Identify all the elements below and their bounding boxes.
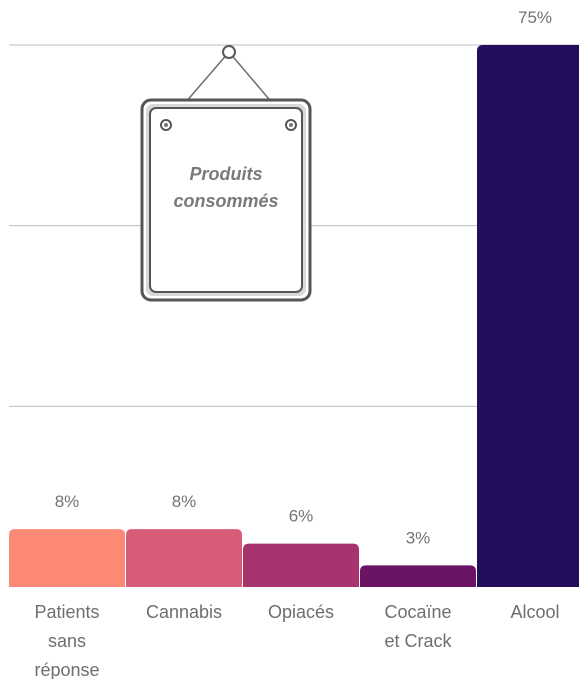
title-sign: Produits consommés [140,45,312,302]
bar-value-label: 8% [172,492,197,511]
category-label: Alcool [510,602,559,622]
category-label-line: Patients [34,602,99,622]
category-label: Cocaïne et Crack [384,602,452,651]
bar-value-label: 75% [518,8,552,27]
category-label-line: sans [48,631,86,651]
bars [9,45,579,587]
chart-title: Produits consommés [173,164,278,211]
sign-board-inner [149,107,303,293]
bar [9,529,125,587]
category-label-line: Cannabis [146,602,222,622]
bar [477,45,579,587]
category-label-line: Alcool [510,602,559,622]
bar [243,543,359,587]
bar-value-label: 3% [406,528,431,547]
chart-title-line: Produits [189,164,262,184]
sign-screw-right-center [289,123,293,127]
category-labels: Patients sans réponse Cannabis Opiacés Cocaïn… [34,602,559,679]
category-label: Cannabis [146,602,222,622]
bar-value-label: 8% [55,492,80,511]
category-label: Opiacés [268,602,334,622]
sign-nail [222,45,236,59]
sign-screw-left-center [164,123,168,127]
category-label-line: et Crack [384,631,452,651]
bar [126,529,242,587]
category-label: Patients sans réponse [34,602,99,679]
category-label-line: réponse [34,660,99,679]
bar [360,565,476,587]
chart-title-line: consommés [173,191,278,211]
bar-value-label: 6% [289,507,314,526]
value-labels: 8% 8% 6% 3% 75% [55,8,552,547]
category-label-line: Opiacés [268,602,334,622]
category-label-line: Cocaïne [384,602,451,622]
